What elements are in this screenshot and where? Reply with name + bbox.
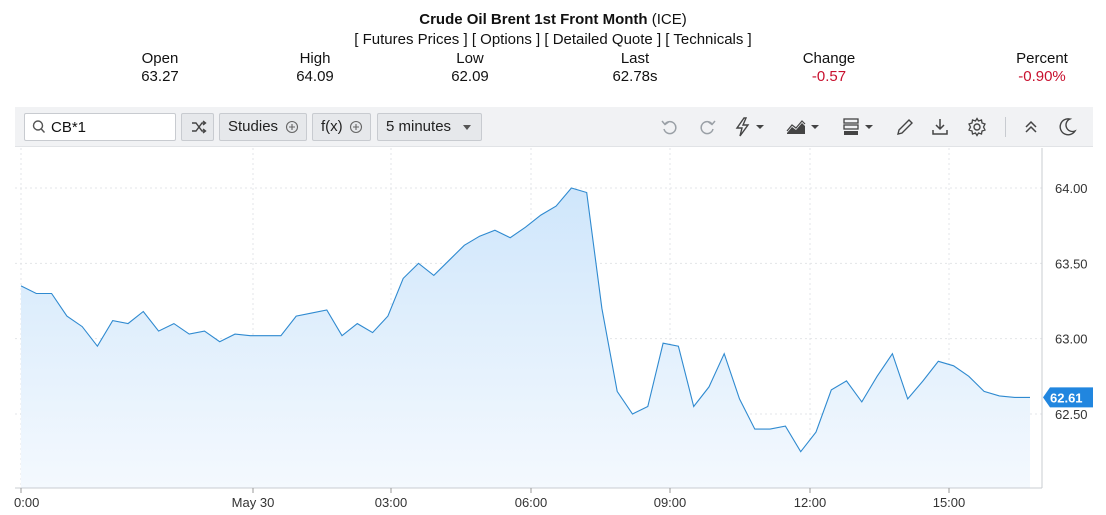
functions-label: f(x) [321, 118, 343, 135]
stat-label: Change [802, 50, 856, 67]
settings-icon[interactable] [966, 116, 988, 138]
link-futures-prices[interactable]: [ Futures Prices ] [354, 31, 468, 48]
stat-value: 63.27 [141, 68, 179, 85]
toolbar-divider [1005, 117, 1006, 137]
link-options[interactable]: [ Options ] [471, 31, 541, 48]
chart-canvas[interactable]: 64.00 63.50 63.00 62.50 0:00 May 30 03:00 06:0… [0, 148, 1106, 515]
collapse-icon[interactable] [1020, 116, 1042, 138]
link-detailed-quote[interactable]: [ Detailed Quote ] [544, 31, 662, 48]
last-price-tag-shape [1043, 387, 1093, 408]
stat-label: Percent [1016, 50, 1068, 67]
add-circle-icon [349, 120, 363, 134]
y-tick-label: 63.50 [1055, 256, 1088, 271]
search-icon [32, 120, 46, 133]
x-tick-label: 03:00 [375, 495, 408, 510]
price-line [20, 187, 1030, 453]
stat-high: High 64.09 [275, 50, 355, 86]
redo-icon[interactable] [696, 116, 718, 138]
stat-value: 62.09 [451, 68, 489, 85]
chart-toolbar: Studies f(x) 5 minutes [15, 107, 1093, 147]
x-tick-label: 15:00 [933, 495, 966, 510]
interval-select[interactable]: 5 minutes [377, 113, 482, 141]
symbol-search[interactable] [24, 113, 176, 141]
exchange-label: (ICE) [647, 11, 687, 28]
stat-low: Low 62.09 [430, 50, 510, 86]
price-area-fill [21, 188, 1030, 488]
y-tick-label: 62.50 [1055, 407, 1088, 422]
stat-label: Low [456, 50, 484, 67]
shuffle-button[interactable] [181, 113, 214, 141]
interval-label: 5 minutes [386, 118, 452, 135]
bars-icon[interactable] [841, 116, 879, 138]
y-tick-label: 63.00 [1055, 332, 1088, 347]
pencil-icon[interactable] [894, 116, 916, 138]
stat-change: Change -0.57 [789, 50, 869, 86]
symbol-input[interactable] [51, 117, 171, 137]
chevron-down-icon [463, 125, 471, 130]
stat-value: -0.57 [811, 68, 847, 85]
instrument-name: Crude Oil Brent 1st Front Month [419, 11, 648, 28]
instrument-title: Crude Oil Brent 1st Front Month (ICE) [0, 11, 1106, 28]
x-tick-label: 06:00 [515, 495, 548, 510]
x-tick-label: May 30 [232, 495, 275, 510]
functions-button[interactable]: f(x) [312, 113, 371, 141]
stat-label: Open [141, 50, 179, 67]
flash-icon[interactable] [732, 116, 768, 138]
last-price-tag: 62.61 [1043, 387, 1093, 408]
undo-icon[interactable] [659, 116, 681, 138]
link-technicals[interactable]: [ Technicals ] [665, 31, 752, 48]
stat-last: Last 62.78s [595, 50, 675, 86]
shuffle-icon [192, 120, 207, 134]
y-tick-label: 64.00 [1055, 181, 1088, 196]
price-chart[interactable]: 64.00 63.50 63.00 62.50 0:00 May 30 03:00 06:0… [0, 148, 1106, 515]
add-circle-icon [285, 120, 299, 134]
x-tick-label: 12:00 [794, 495, 827, 510]
header-links: [ Futures Prices ] [ Options ] [ Detaile… [0, 31, 1106, 48]
studies-label: Studies [228, 118, 279, 135]
stat-open: Open 63.27 [120, 50, 200, 86]
studies-button[interactable]: Studies [219, 113, 307, 141]
chart-type-icon[interactable] [785, 116, 823, 138]
stat-label: High [299, 50, 331, 67]
x-tick-label: 09:00 [654, 495, 687, 510]
stat-value: -0.90% [1018, 68, 1066, 85]
stat-label: Last [620, 50, 650, 67]
stat-percent: Percent -0.90% [1000, 50, 1084, 86]
last-price-label: 62.61 [1050, 390, 1083, 405]
download-icon[interactable] [929, 116, 951, 138]
quote-stats: Open 63.27 High 64.09 Low 62.09 Last 62.… [0, 50, 1106, 90]
stat-value: 64.09 [296, 68, 334, 85]
stat-value: 62.78s [612, 68, 658, 85]
dark-mode-icon[interactable] [1056, 116, 1078, 138]
x-tick-label: 0:00 [14, 495, 39, 510]
